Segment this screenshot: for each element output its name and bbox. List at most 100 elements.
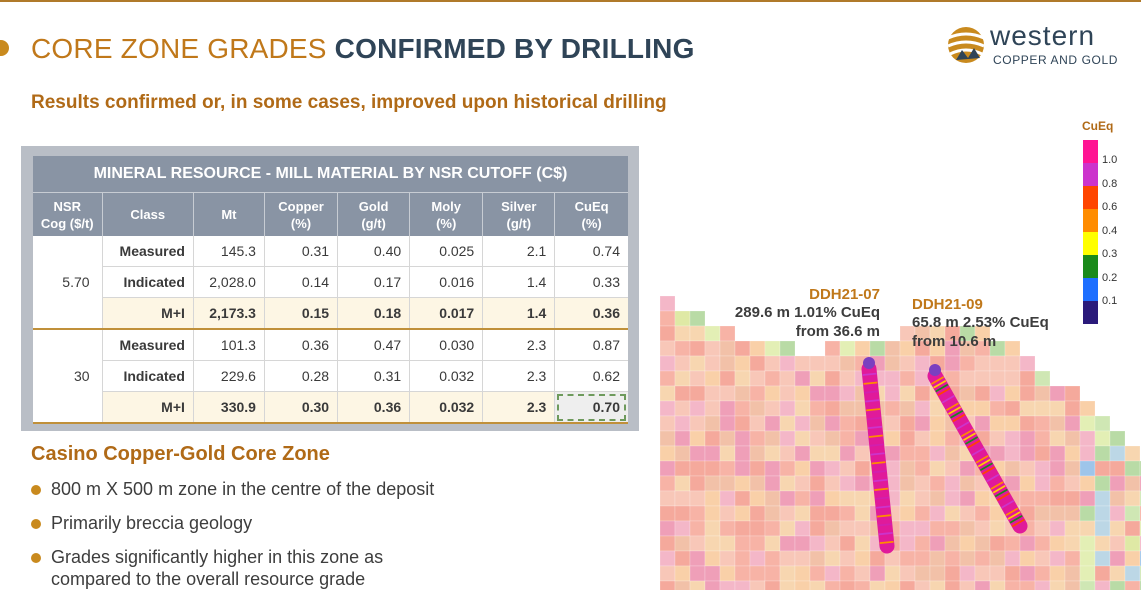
class-cell: M+I [102,298,193,330]
class-cell: Indicated [102,361,193,392]
legend-swatch [1083,278,1098,302]
resource-table: MINERAL RESOURCE - MILL MATERIAL BY NSR … [33,156,628,424]
table-cell: 0.87 [555,329,628,361]
page-subtitle: Results confirmed or, in some cases, imp… [31,92,667,114]
legend-label: 0.8 [1102,178,1117,190]
table-cell: 0.36 [555,298,628,330]
table-cell: 2,028.0 [193,267,264,298]
table-cell: 0.74 [555,236,628,267]
sunrise-logo-icon [946,24,986,66]
table-cell: 0.33 [555,267,628,298]
bullet-dot-icon [31,553,41,563]
title-light-text: CORE ZONE GRADES [31,33,335,64]
hole-intercept: 289.6 m 1.01% CuEq [718,303,880,322]
list-item: Grades significantly higher in this zone… [29,546,441,590]
table-row: 30 Measured 101.3 0.36 0.47 0.030 2.3 0.… [33,329,628,361]
legend-swatch [1083,163,1098,187]
table-cell: 0.36 [338,392,410,424]
list-item: 800 m X 500 m zone in the centre of the … [29,478,589,500]
table-cell: 0.18 [338,298,410,330]
table-cell: 2,173.3 [193,298,264,330]
legend-label: 0.2 [1102,272,1117,284]
header-cell: Mt [193,193,264,237]
hole-depth: from 36.6 m [718,322,880,341]
legend-label: 0.4 [1102,225,1117,237]
header-cell: Gold(g/t) [338,193,410,237]
table-cell: 0.15 [264,298,337,330]
table-cell: 0.032 [410,361,483,392]
table-row: Indicated 229.6 0.28 0.31 0.032 2.3 0.62 [33,361,628,392]
cutoff-cell: 5.70 [33,236,102,329]
class-cell: Indicated [102,267,193,298]
company-logo: western COPPER AND GOLD [946,22,1131,70]
table-cell: 0.017 [410,298,483,330]
table-cell: 101.3 [193,329,264,361]
table-cell: 330.9 [193,392,264,424]
table-cell: 0.032 [410,392,483,424]
resource-table-frame: MINERAL RESOURCE - MILL MATERIAL BY NSR … [21,146,639,431]
header-cell: Copper(%) [264,193,337,237]
class-cell: Measured [102,329,193,361]
bullet-dot-icon [31,519,41,529]
core-zone-heading: Casino Copper-Gold Core Zone [31,443,330,466]
page-title: CORE ZONE GRADES CONFIRMED BY DRILLING [31,33,695,65]
legend-swatch [1083,209,1098,233]
table-cell: 0.36 [264,329,337,361]
table-cell: 0.47 [338,329,410,361]
table-cell: 2.1 [483,236,555,267]
table-cell: 0.030 [410,329,483,361]
table-cell: 0.62 [555,361,628,392]
table-cell: 0.14 [264,267,337,298]
legend-swatch [1083,186,1098,210]
header-cell: Silver(g/t) [483,193,555,237]
table-cell: 0.28 [264,361,337,392]
hole-name: DDH21-09 [912,296,1049,313]
title-bullet-icon [0,40,9,56]
table-cell: 2.3 [483,361,555,392]
legend-label: 0.1 [1102,295,1117,307]
table-cell: 0.025 [410,236,483,267]
legend-swatch [1083,232,1098,256]
class-cell: Measured [102,236,193,267]
table-cell: 2.3 [483,392,555,424]
header-cell: CuEq(%) [555,193,628,237]
hole-intercept: 65.8 m 2.53% CuEq [912,313,1049,332]
table-row: 5.70 Measured 145.3 0.31 0.40 0.025 2.1 … [33,236,628,267]
table-row: Indicated 2,028.0 0.14 0.17 0.016 1.4 0.… [33,267,628,298]
table-cell: 0.30 [264,392,337,424]
table-title: MINERAL RESOURCE - MILL MATERIAL BY NSR … [33,156,628,193]
legend-swatch [1083,140,1098,164]
table-row-total: M+I 330.9 0.30 0.36 0.032 2.3 0.70 [33,392,628,424]
table-cell: 0.31 [264,236,337,267]
legend-title: CuEq [1082,119,1113,133]
core-zone-bullets: 800 m X 500 m zone in the centre of the … [29,478,589,602]
list-item: Primarily breccia geology [29,512,589,534]
table-cell: 0.016 [410,267,483,298]
drill-section-block-model [660,116,1141,590]
hole-label-ddh21-09: DDH21-09 65.8 m 2.53% CuEq from 10.6 m [912,296,1049,351]
table-cell: 229.6 [193,361,264,392]
title-bold-text: CONFIRMED BY DRILLING [335,33,695,64]
table-row-total: M+I 2,173.3 0.15 0.18 0.017 1.4 0.36 [33,298,628,330]
legend-swatch [1083,255,1098,279]
legend-label: 1.0 [1102,154,1117,166]
header-cell: Class [102,193,193,237]
table-cell: 0.17 [338,267,410,298]
logo-wordmark: western [990,20,1095,52]
legend-label: 0.6 [1102,201,1117,213]
table-cell: 1.4 [483,298,555,330]
bullet-dot-icon [31,485,41,495]
table-cell: 2.3 [483,329,555,361]
table-cell: 0.40 [338,236,410,267]
cueq-legend-scale [1083,140,1098,324]
hole-label-ddh21-07: DDH21-07 289.6 m 1.01% CuEq from 36.6 m [718,286,880,341]
logo-tagline: COPPER AND GOLD [993,53,1118,67]
highlighted-cueq-cell: 0.70 [555,392,628,424]
header-cell: Moly(%) [410,193,483,237]
class-cell: M+I [102,392,193,424]
hole-depth: from 10.6 m [912,332,1049,351]
table-cell: 0.31 [338,361,410,392]
top-rule [0,0,1141,2]
table-cell: 1.4 [483,267,555,298]
